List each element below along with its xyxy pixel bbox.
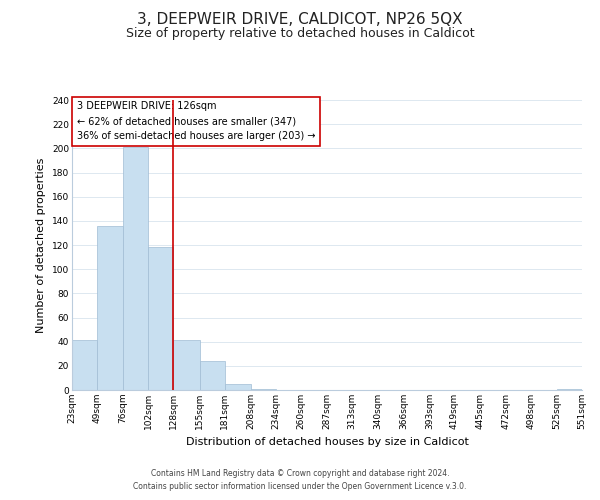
Text: Contains public sector information licensed under the Open Government Licence v.: Contains public sector information licen… bbox=[133, 482, 467, 491]
Bar bbox=[173, 340, 200, 390]
Text: Contains HM Land Registry data © Crown copyright and database right 2024.: Contains HM Land Registry data © Crown c… bbox=[151, 468, 449, 477]
Bar bbox=[72, 340, 97, 390]
Bar bbox=[148, 248, 173, 390]
Bar bbox=[557, 389, 582, 390]
Bar bbox=[224, 384, 251, 390]
Text: 3 DEEPWEIR DRIVE: 126sqm
← 62% of detached houses are smaller (347)
36% of semi-: 3 DEEPWEIR DRIVE: 126sqm ← 62% of detach… bbox=[77, 102, 316, 141]
Text: 3, DEEPWEIR DRIVE, CALDICOT, NP26 5QX: 3, DEEPWEIR DRIVE, CALDICOT, NP26 5QX bbox=[137, 12, 463, 28]
Text: Size of property relative to detached houses in Caldicot: Size of property relative to detached ho… bbox=[125, 28, 475, 40]
Bar bbox=[97, 226, 123, 390]
Bar bbox=[251, 389, 276, 390]
Bar bbox=[123, 147, 148, 390]
Y-axis label: Number of detached properties: Number of detached properties bbox=[37, 158, 46, 332]
Bar bbox=[199, 361, 224, 390]
X-axis label: Distribution of detached houses by size in Caldicot: Distribution of detached houses by size … bbox=[185, 438, 469, 448]
